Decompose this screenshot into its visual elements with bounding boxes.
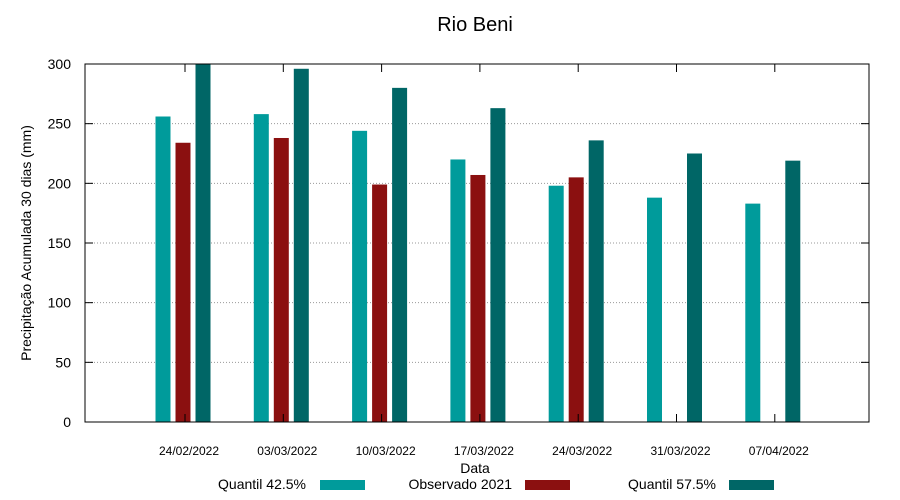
- bar-quantil-57-5-: [293, 68, 309, 423]
- legend-label: Quantil 42.5%: [218, 476, 306, 492]
- x-axis-label: Data: [460, 460, 490, 476]
- bar-quantil-42-5-: [548, 185, 564, 422]
- bar-observado-2021: [568, 177, 584, 422]
- x-tick-label: 17/03/2022: [454, 444, 514, 458]
- y-tick-label: 200: [48, 175, 72, 191]
- bar-observado-2021: [175, 142, 191, 422]
- bar-quantil-42-5-: [253, 114, 269, 423]
- y-tick-label: 0: [63, 414, 71, 430]
- legend-swatch: [525, 480, 570, 490]
- bar-quantil-42-5-: [155, 116, 171, 423]
- legend-label: Observado 2021: [408, 476, 512, 492]
- legend-swatch: [729, 480, 774, 490]
- bar-observado-2021: [273, 137, 289, 422]
- bar-quantil-42-5-: [352, 130, 368, 422]
- y-tick-label: 50: [55, 354, 71, 370]
- bar-observado-2021: [470, 174, 486, 422]
- bar-quantil-57-5-: [490, 108, 506, 423]
- legend-label: Quantil 57.5%: [628, 476, 716, 492]
- x-tick-label: 10/03/2022: [356, 444, 416, 458]
- y-tick-label: 100: [48, 295, 72, 311]
- bar-quantil-57-5-: [195, 64, 211, 422]
- x-tick-label: 24/02/2022: [159, 444, 219, 458]
- bars: [155, 64, 801, 423]
- x-tick-label: 31/03/2022: [650, 444, 710, 458]
- bar-quantil-42-5-: [647, 197, 662, 422]
- bar-quantil-57-5-: [392, 87, 408, 422]
- bar-quantil-57-5-: [687, 153, 702, 422]
- y-axis-label: Precipitação Acumulada 30 dias (mm): [18, 125, 34, 361]
- x-axis-ticks: 24/02/2022 03/03/2022 10/03/2022 17/03/2022…: [159, 64, 809, 458]
- bar-quantil-57-5-: [785, 160, 801, 422]
- bar-quantil-42-5-: [745, 203, 761, 422]
- x-tick-label: 03/03/2022: [257, 444, 317, 458]
- chart-title: Rio Beni: [437, 14, 513, 36]
- legend: Quantil 42.5% Observado 2021 Quantil 57.5%: [218, 476, 774, 492]
- bar-observado-2021: [372, 184, 388, 422]
- y-tick-label: 250: [48, 116, 72, 132]
- y-axis-ticks: 0 50 100 150 200 250 300: [48, 56, 869, 430]
- legend-swatch: [320, 480, 365, 490]
- y-tick-label: 150: [48, 235, 72, 251]
- y-tick-label: 300: [48, 56, 72, 72]
- bar-quantil-42-5-: [450, 159, 466, 422]
- bar-quantil-57-5-: [588, 140, 604, 422]
- x-tick-label: 07/04/2022: [749, 444, 809, 458]
- x-tick-label: 24/03/2022: [552, 444, 612, 458]
